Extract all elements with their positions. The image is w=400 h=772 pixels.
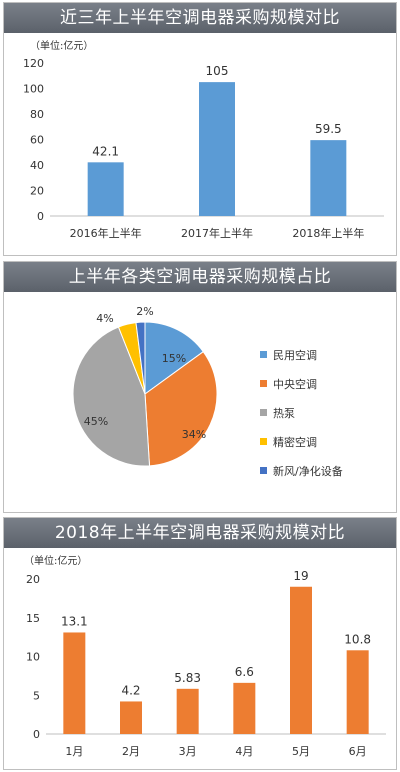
legend-item: 民用空调: [260, 340, 343, 369]
bar-4月: [233, 682, 256, 734]
bar-2月: [120, 701, 142, 734]
slice-label: 4%: [96, 312, 113, 325]
bar-5月: [290, 586, 312, 734]
y-tick-label: 0: [33, 728, 40, 741]
bar-2016年上半年: [87, 162, 124, 216]
y-tick-label: 10: [26, 651, 40, 664]
legend-swatch: [260, 438, 267, 445]
x-tick-label: 6月: [349, 745, 367, 758]
bar-2017年上半年: [199, 82, 235, 216]
bar-2018年上半年: [310, 140, 347, 216]
chart-title-1: 近三年上半年空调电器采购规模对比: [4, 3, 396, 33]
pie-slice-民用空调: [144, 321, 204, 395]
pie-slice-中央空调: [144, 350, 218, 467]
data-label: 59.5: [315, 122, 342, 136]
legend-label: 热泵: [273, 406, 295, 420]
slice-label: 2%: [136, 305, 153, 318]
x-tick-label: 2018年上半年: [292, 226, 364, 240]
bar-3月: [176, 688, 199, 734]
pie-legend: 民用空调中央空调热泵精密空调新风/净化设备: [260, 340, 343, 485]
legend-item: 新风/净化设备: [260, 456, 343, 485]
pie-slice-热泵: [72, 326, 151, 467]
unit-label: （单位:亿元）: [24, 554, 87, 567]
legend-label: 民用空调: [273, 348, 317, 362]
legend-swatch: [260, 467, 267, 474]
x-tick-label: 2016年上半年: [70, 226, 142, 240]
y-tick-label: 40: [30, 159, 44, 172]
y-tick-label: 15: [26, 612, 40, 625]
x-tick-label: 5月: [292, 745, 310, 758]
legend-item: 中央空调: [260, 369, 343, 398]
data-label: 4.2: [121, 683, 140, 697]
pie-chart: 15% 34% 45% 4% 2%: [72, 305, 218, 467]
bar-chart-panel-1: 近三年上半年空调电器采购规模对比 （单位:亿元） 0 20 40 60 80 100 120 4…: [3, 2, 397, 256]
bar-1月: [63, 632, 86, 734]
x-tick-label: 2月: [122, 745, 140, 758]
y-tick-label: 100: [23, 83, 44, 96]
y-tick-label: 5: [33, 689, 40, 702]
legend-label: 中央空调: [273, 377, 317, 391]
slice-label: 15%: [162, 352, 186, 365]
bar-6月: [346, 650, 369, 734]
slice-label: 45%: [84, 415, 108, 428]
pie-slice-新风/净化设备: [135, 321, 146, 395]
y-tick-label: 60: [30, 134, 44, 147]
y-tick-label: 120: [23, 57, 44, 70]
legend-item: 热泵: [260, 398, 343, 427]
data-label: 19: [293, 569, 308, 583]
chart-title-3: 2018年上半年空调电器采购规模对比: [4, 518, 396, 548]
x-tick-label: 4月: [235, 745, 253, 758]
bar-chart-1: （单位:亿元） 0 20 40 60 80 100 120 42.1 2016年上半年 105 201…: [23, 39, 384, 240]
y-tick-label: 0: [37, 210, 44, 223]
legend-label: 精密空调: [273, 435, 317, 449]
pie-chart-panel: 上半年各类空调电器采购规模占比 15% 34% 45% 4% 2% 民用空调中央空调热泵…: [3, 261, 397, 513]
data-label: 13.1: [61, 614, 88, 628]
legend-item: 精密空调: [260, 427, 343, 456]
data-label: 105: [206, 64, 229, 78]
y-tick-label: 20: [30, 185, 44, 198]
x-tick-label: 2017年上半年: [181, 226, 253, 240]
legend-swatch: [260, 380, 267, 387]
slice-label: 34%: [182, 428, 206, 441]
bar-chart-3: （单位:亿元） 0 5 10 15 20 13.1 1月 4.2 2月 5.83 3月 6.6 4月 19 5…: [24, 554, 386, 758]
legend-swatch: [260, 409, 267, 416]
y-tick-label: 80: [30, 108, 44, 121]
legend-label: 新风/净化设备: [273, 464, 343, 478]
x-tick-label: 3月: [179, 745, 197, 758]
chart-title-2: 上半年各类空调电器采购规模占比: [4, 262, 396, 292]
unit-label: （单位:亿元）: [30, 39, 93, 52]
bar-chart-panel-3: 2018年上半年空调电器采购规模对比 （单位:亿元） 0 5 10 15 20 13.1 1月…: [3, 517, 397, 770]
y-tick-label: 20: [26, 573, 40, 586]
data-label: 10.8: [344, 632, 371, 646]
x-tick-label: 1月: [65, 745, 83, 758]
data-label: 42.1: [92, 144, 119, 158]
data-label: 5.83: [174, 671, 201, 685]
legend-swatch: [260, 351, 267, 358]
data-label: 6.6: [235, 665, 254, 679]
